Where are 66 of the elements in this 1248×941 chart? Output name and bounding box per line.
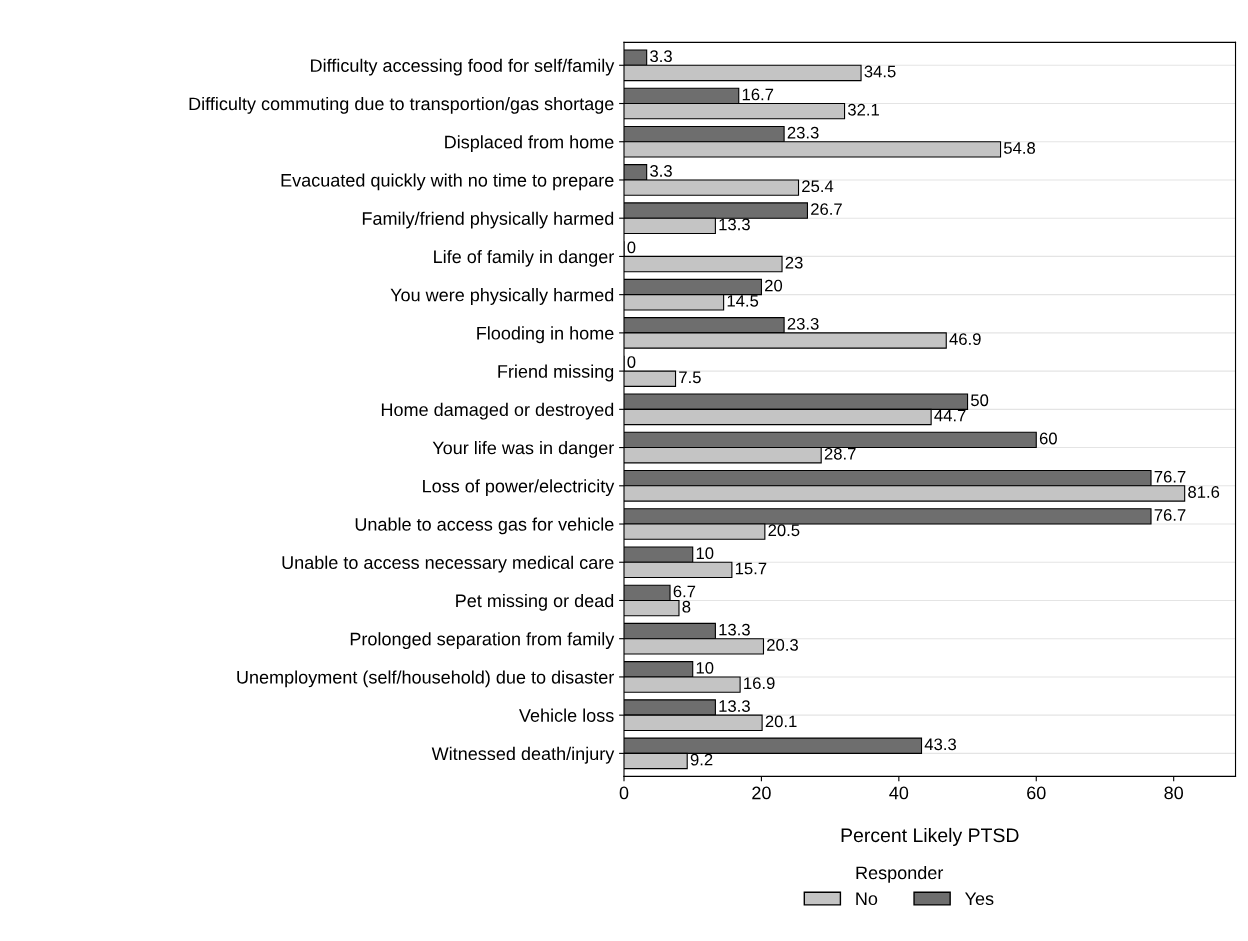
y-tick-label: Unemployment (self/household) due to disaster — [237, 670, 615, 688]
x-tick-label: 20 — [752, 786, 771, 800]
data-label: 81.6 — [1188, 486, 1220, 498]
data-label: 43.3 — [924, 738, 956, 751]
data-label: 16.7 — [742, 88, 774, 101]
data-label: 14.5 — [727, 295, 759, 307]
data-label: 50 — [970, 394, 989, 407]
data-label: 20 — [765, 279, 783, 292]
data-label: 23.3 — [787, 317, 819, 330]
data-label: 15.7 — [735, 562, 767, 575]
data-label: 13.3 — [719, 218, 750, 231]
y-tick-label: Vehicle loss — [519, 708, 614, 722]
y-tick-label: Difficulty accessing food for self/family — [311, 58, 615, 76]
x-tick-label: 80 — [1164, 786, 1184, 800]
y-tick-label: Family/friend physically harmed — [362, 211, 614, 229]
data-label: 25.4 — [802, 180, 834, 193]
legend-label: Yes — [965, 892, 994, 906]
data-label: 46.9 — [949, 333, 981, 345]
data-label: 44.7 — [934, 409, 966, 422]
data-label: 23.3 — [787, 126, 819, 139]
data-label: 3.3 — [650, 50, 672, 63]
data-label: 16.9 — [744, 677, 775, 690]
data-label: 0 — [627, 356, 636, 368]
y-tick-label: Flooding in home — [477, 326, 614, 344]
legend-title: Responder — [856, 865, 944, 883]
data-label: 13.3 — [719, 700, 750, 712]
x-tick-label: 60 — [1027, 786, 1046, 800]
y-tick-label: Pet missing or dead — [456, 593, 614, 611]
data-label: 23 — [785, 256, 803, 269]
y-tick-label: Life of family in danger — [434, 249, 614, 267]
y-tick-label: Unable to access necessary medical care — [282, 555, 614, 573]
data-label: 3.3 — [650, 164, 672, 177]
data-label: 20.3 — [767, 639, 798, 651]
y-tick-label: Witnessed death/injury — [431, 746, 615, 764]
data-label: 20.5 — [768, 524, 800, 537]
y-tick-label: Loss of power/electricity — [423, 479, 615, 497]
y-tick-label: You were physically harmed — [390, 288, 614, 305]
legend-label: No — [856, 892, 878, 906]
y-tick-label: Evacuated quickly with no time to prepare — [281, 173, 614, 191]
data-label: 9.2 — [690, 753, 713, 766]
y-tick-label: Unable to access gas for vehicle — [355, 517, 614, 535]
data-label: 34.5 — [864, 65, 896, 78]
data-label: 32.1 — [847, 103, 879, 116]
data-label: 10 — [696, 661, 714, 674]
data-label: 26.7 — [811, 203, 842, 216]
data-label: 10 — [696, 547, 714, 560]
data-label: 54.8 — [1003, 142, 1036, 154]
data-label: 7.5 — [679, 371, 701, 384]
data-label: 76.7 — [1154, 509, 1186, 521]
y-tick-label: Home damaged or destroyed — [381, 402, 614, 420]
data-label: 60 — [1039, 432, 1057, 445]
data-label: 0 — [627, 241, 636, 254]
y-tick-label: Difficulty commuting due to transportion/gas shortage — [189, 96, 614, 114]
x-axis-title: Percent Likely PTSD — [841, 827, 1019, 846]
x-tick-label: 40 — [889, 786, 909, 800]
y-tick-label: Your life was in danger — [432, 441, 614, 458]
y-tick-label: Displaced from home — [445, 135, 614, 153]
data-label: 76.7 — [1154, 470, 1186, 483]
data-label: 20.1 — [765, 715, 797, 728]
data-label: 8 — [682, 600, 691, 613]
data-label: 13.3 — [719, 623, 750, 636]
data-label: 28.7 — [824, 447, 856, 460]
x-tick-label: 0 — [619, 786, 629, 800]
y-tick-label: Friend missing — [498, 364, 614, 382]
data-label: 6.7 — [673, 585, 696, 598]
y-tick-label: Prolonged separation from family — [350, 632, 615, 649]
